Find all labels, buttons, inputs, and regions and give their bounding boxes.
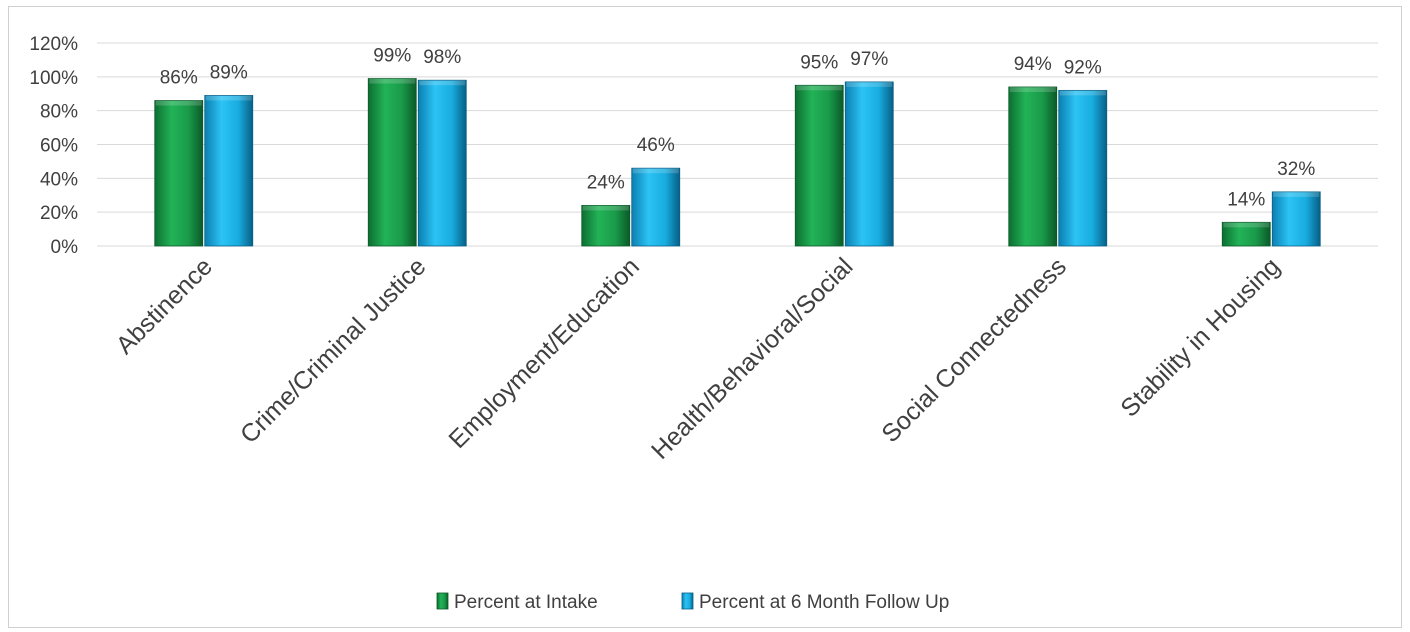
y-tick-label: 0% [51, 237, 79, 258]
x-category-label: Stability in Housing [1115, 252, 1285, 422]
x-category-label: Abstinence [111, 252, 218, 359]
data-label: 14% [1227, 189, 1265, 210]
bars [154, 78, 1321, 247]
data-label: 89% [210, 62, 248, 83]
bar [154, 100, 204, 247]
bar [1058, 89, 1108, 247]
legend-label: Percent at Intake [454, 592, 598, 613]
bar [417, 79, 467, 247]
data-label: 98% [423, 47, 461, 68]
legend-swatch [436, 592, 449, 610]
data-label: 46% [637, 135, 675, 156]
data-label: 99% [373, 46, 411, 67]
bar [204, 95, 254, 247]
y-tick-label: 100% [29, 68, 78, 89]
data-label: 94% [1014, 54, 1052, 75]
y-tick-label: 120% [29, 34, 78, 55]
legend-label: Percent at 6 Month Follow Up [699, 592, 949, 613]
x-axis-category-labels: Abstinence Crime/Criminal Justice Employme… [111, 252, 1286, 464]
bar [1271, 191, 1321, 247]
x-category-label: Crime/Criminal Justice [235, 252, 432, 449]
x-category-label: Social Connectedness [876, 252, 1072, 448]
x-category-label: Health/Behavioral/Social [646, 252, 858, 464]
data-label: 95% [800, 52, 838, 73]
y-axis-tick-labels: 0% 20% 40% 60% 80% 100% 120% [29, 34, 78, 258]
bar [367, 78, 417, 247]
legend-item: Percent at 6 Month Follow Up [681, 592, 949, 613]
bar [794, 84, 844, 247]
data-label: 92% [1064, 57, 1102, 78]
x-category-label: Employment/Education [443, 252, 645, 454]
legend-swatch [681, 592, 694, 610]
bar [581, 204, 631, 247]
legend: Percent at Intake Percent at 6 Month Foll… [436, 592, 949, 613]
data-label: 86% [160, 68, 198, 89]
y-tick-label: 20% [40, 203, 78, 224]
grid-lines [97, 42, 1378, 247]
data-label: 32% [1277, 159, 1315, 180]
bar [1221, 221, 1271, 247]
bar [844, 81, 894, 247]
bar [631, 167, 681, 247]
y-tick-label: 60% [40, 136, 78, 157]
data-labels: 86% 89% 99% 98% 24% 46% 95% 97% 94% 92% 14% 32% [160, 46, 1316, 211]
y-tick-label: 80% [40, 102, 78, 123]
y-tick-label: 40% [40, 169, 78, 190]
bar [1008, 86, 1058, 247]
data-label: 24% [587, 172, 625, 193]
data-label: 97% [850, 49, 888, 70]
legend-item: Percent at Intake [436, 592, 598, 613]
